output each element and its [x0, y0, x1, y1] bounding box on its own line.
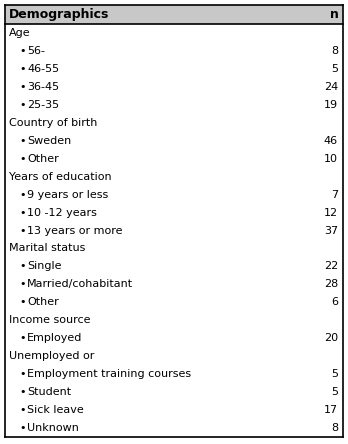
Text: 46: 46: [324, 136, 338, 146]
Text: •: •: [19, 82, 25, 92]
Text: •: •: [19, 333, 25, 343]
Text: 8: 8: [331, 423, 338, 433]
Text: 19: 19: [324, 100, 338, 110]
Text: 13 years or more: 13 years or more: [27, 226, 122, 235]
Text: 5: 5: [331, 387, 338, 397]
Text: •: •: [19, 369, 25, 379]
Text: •: •: [19, 207, 25, 218]
Bar: [5, 5, 343, 24]
Text: Employment training courses: Employment training courses: [27, 369, 191, 379]
Text: •: •: [19, 64, 25, 74]
Text: 10 -12 years: 10 -12 years: [27, 207, 97, 218]
Text: Married/cohabitant: Married/cohabitant: [27, 279, 133, 289]
Text: •: •: [19, 297, 25, 307]
Text: •: •: [19, 262, 25, 271]
Text: n: n: [330, 8, 339, 21]
Text: •: •: [19, 423, 25, 433]
Text: Student: Student: [27, 387, 71, 397]
Text: Years of education: Years of education: [9, 172, 112, 182]
Text: •: •: [19, 387, 25, 397]
Text: Marital status: Marital status: [9, 243, 85, 254]
Text: 20: 20: [324, 333, 338, 343]
Text: •: •: [19, 405, 25, 415]
Text: 25-35: 25-35: [27, 100, 59, 110]
Text: 6: 6: [331, 297, 338, 307]
Text: 8: 8: [331, 46, 338, 56]
Text: 9 years or less: 9 years or less: [27, 190, 108, 200]
Text: Single: Single: [27, 262, 62, 271]
Text: Other: Other: [27, 154, 59, 164]
Text: 12: 12: [324, 207, 338, 218]
Text: •: •: [19, 154, 25, 164]
Text: •: •: [19, 226, 25, 235]
Text: •: •: [19, 190, 25, 200]
Text: 37: 37: [324, 226, 338, 235]
Text: Sweden: Sweden: [27, 136, 71, 146]
Text: •: •: [19, 279, 25, 289]
Text: 10: 10: [324, 154, 338, 164]
Text: 46-55: 46-55: [27, 64, 59, 74]
Text: 17: 17: [324, 405, 338, 415]
Text: •: •: [19, 46, 25, 56]
Text: Unknown: Unknown: [27, 423, 79, 433]
Text: 36-45: 36-45: [27, 82, 59, 92]
Text: 28: 28: [324, 279, 338, 289]
Text: Income source: Income source: [9, 315, 90, 325]
Text: Sick leave: Sick leave: [27, 405, 84, 415]
Text: •: •: [19, 136, 25, 146]
Text: 5: 5: [331, 369, 338, 379]
Text: •: •: [19, 100, 25, 110]
Text: Demographics: Demographics: [9, 8, 109, 21]
Text: Country of birth: Country of birth: [9, 118, 97, 128]
Text: 7: 7: [331, 190, 338, 200]
Text: 22: 22: [324, 262, 338, 271]
Text: Employed: Employed: [27, 333, 82, 343]
Text: 56-: 56-: [27, 46, 45, 56]
Text: 5: 5: [331, 64, 338, 74]
Text: Unemployed or: Unemployed or: [9, 351, 94, 361]
Text: 24: 24: [324, 82, 338, 92]
Text: Other: Other: [27, 297, 59, 307]
Text: Age: Age: [9, 28, 31, 38]
